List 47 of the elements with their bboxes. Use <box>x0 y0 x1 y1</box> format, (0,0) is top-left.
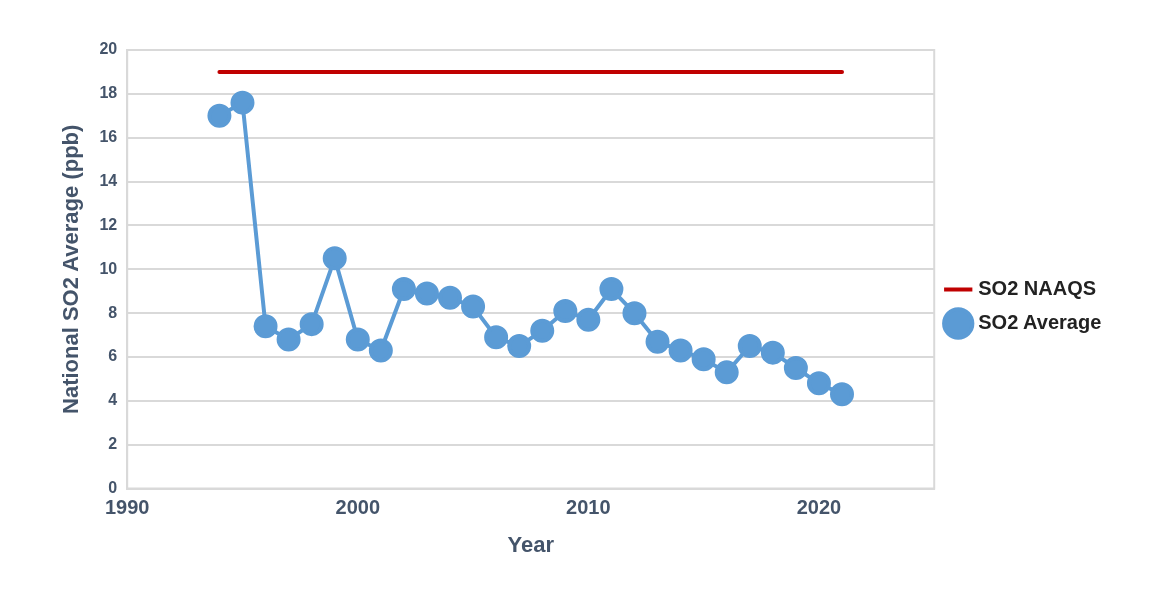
point <box>830 382 854 407</box>
point <box>484 325 509 350</box>
point <box>322 246 347 271</box>
point <box>668 338 693 363</box>
point <box>553 298 578 323</box>
x-tick-label: 2020 <box>796 496 842 519</box>
x-tick-label: 2000 <box>335 496 381 519</box>
point <box>737 334 762 359</box>
point <box>760 340 785 365</box>
point <box>438 285 463 310</box>
x-tick-label: 1990 <box>104 496 150 519</box>
point <box>368 338 393 363</box>
x-axis-title: Year <box>507 531 555 557</box>
point <box>207 103 232 128</box>
point <box>691 347 716 372</box>
y-tick-label: 14 <box>99 171 118 189</box>
y-tick-label: 18 <box>99 84 118 102</box>
y-tick-label: 6 <box>108 347 118 365</box>
point <box>230 90 255 115</box>
point <box>391 277 416 302</box>
point <box>806 371 831 396</box>
y-tick-label: 20 <box>99 40 118 58</box>
point <box>714 360 739 385</box>
x-tick-label: 2010 <box>566 496 611 519</box>
y-tick-label: 4 <box>108 391 118 409</box>
point <box>507 334 532 359</box>
y-tick-label: 16 <box>99 128 118 146</box>
point <box>645 329 670 354</box>
legend-label: SO2 Average <box>978 311 1102 334</box>
point <box>414 281 439 306</box>
point <box>276 327 301 352</box>
legend-label: SO2 NAAQS <box>978 277 1097 300</box>
point <box>530 318 555 343</box>
y-axis-title: National SO2 Average (ppb) <box>58 124 84 414</box>
point <box>461 294 486 319</box>
point <box>576 307 601 332</box>
y-tick-label: 8 <box>108 303 118 321</box>
point <box>599 277 624 302</box>
point <box>345 327 370 352</box>
point <box>783 355 808 380</box>
point <box>622 301 647 326</box>
y-tick-label: 0 <box>108 479 118 497</box>
y-tick-label: 10 <box>99 259 118 277</box>
y-tick-label: 2 <box>108 435 118 453</box>
point <box>299 312 324 337</box>
y-tick-label: 12 <box>99 215 118 233</box>
point <box>253 314 278 339</box>
